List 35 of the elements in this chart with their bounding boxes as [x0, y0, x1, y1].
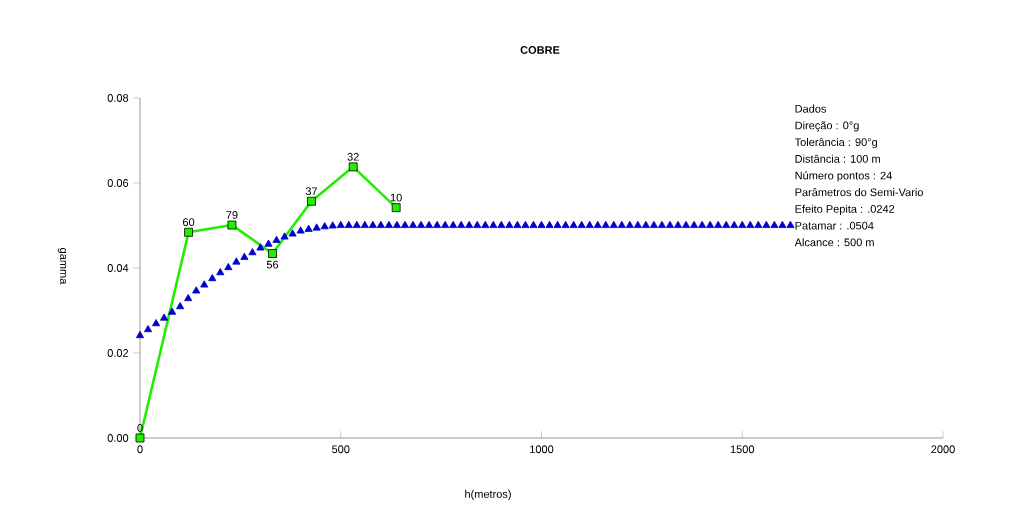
- point: [348, 162, 358, 172]
- y-tick-label: 0.02: [107, 349, 129, 357]
- point: [227, 220, 237, 230]
- annotation: 10: [390, 193, 402, 202]
- y-tick-label: 0.08: [107, 94, 129, 102]
- x-tick-label: 500: [332, 445, 350, 454]
- annotation: Patamar : .0504: [795, 221, 874, 230]
- y-tick-label: 0.04: [107, 264, 129, 272]
- x-tick-label: 1500: [730, 445, 755, 454]
- annotation: Alcance : 500 m: [794, 238, 874, 247]
- x-axis-title: h(metros): [465, 489, 511, 501]
- annotation: 56: [266, 260, 279, 269]
- y-tick-label: 0.00: [107, 434, 129, 442]
- annotation: 79: [226, 211, 238, 219]
- annotation: Parâmetros do Semi-Vario: [795, 188, 923, 197]
- chart-title: COBRE: [520, 46, 560, 54]
- x-tick-label: 2000: [931, 445, 955, 454]
- point: [184, 227, 193, 237]
- annotation: 32: [347, 152, 359, 161]
- annotation: Efeito Pepita : .0242: [795, 204, 895, 216]
- point: [135, 433, 145, 443]
- annotation: Dados: [795, 104, 827, 113]
- annotation: 60: [183, 218, 195, 227]
- annotation: Tolerância : 90°g: [794, 137, 877, 149]
- point: [307, 196, 316, 206]
- point: [268, 249, 277, 258]
- annotation: Distância : 100 m: [795, 154, 880, 163]
- annotation: Direção : 0°g: [795, 121, 859, 132]
- point: [391, 203, 401, 213]
- annotation: 37: [305, 187, 318, 196]
- x-tick-label: 1000: [530, 445, 554, 454]
- y-tick-label: 0.06: [107, 179, 129, 187]
- annotation: Número pontos : 24: [795, 171, 892, 182]
- y-axis-title: gamma: [57, 248, 67, 285]
- x-tick-label: 0: [137, 445, 143, 454]
